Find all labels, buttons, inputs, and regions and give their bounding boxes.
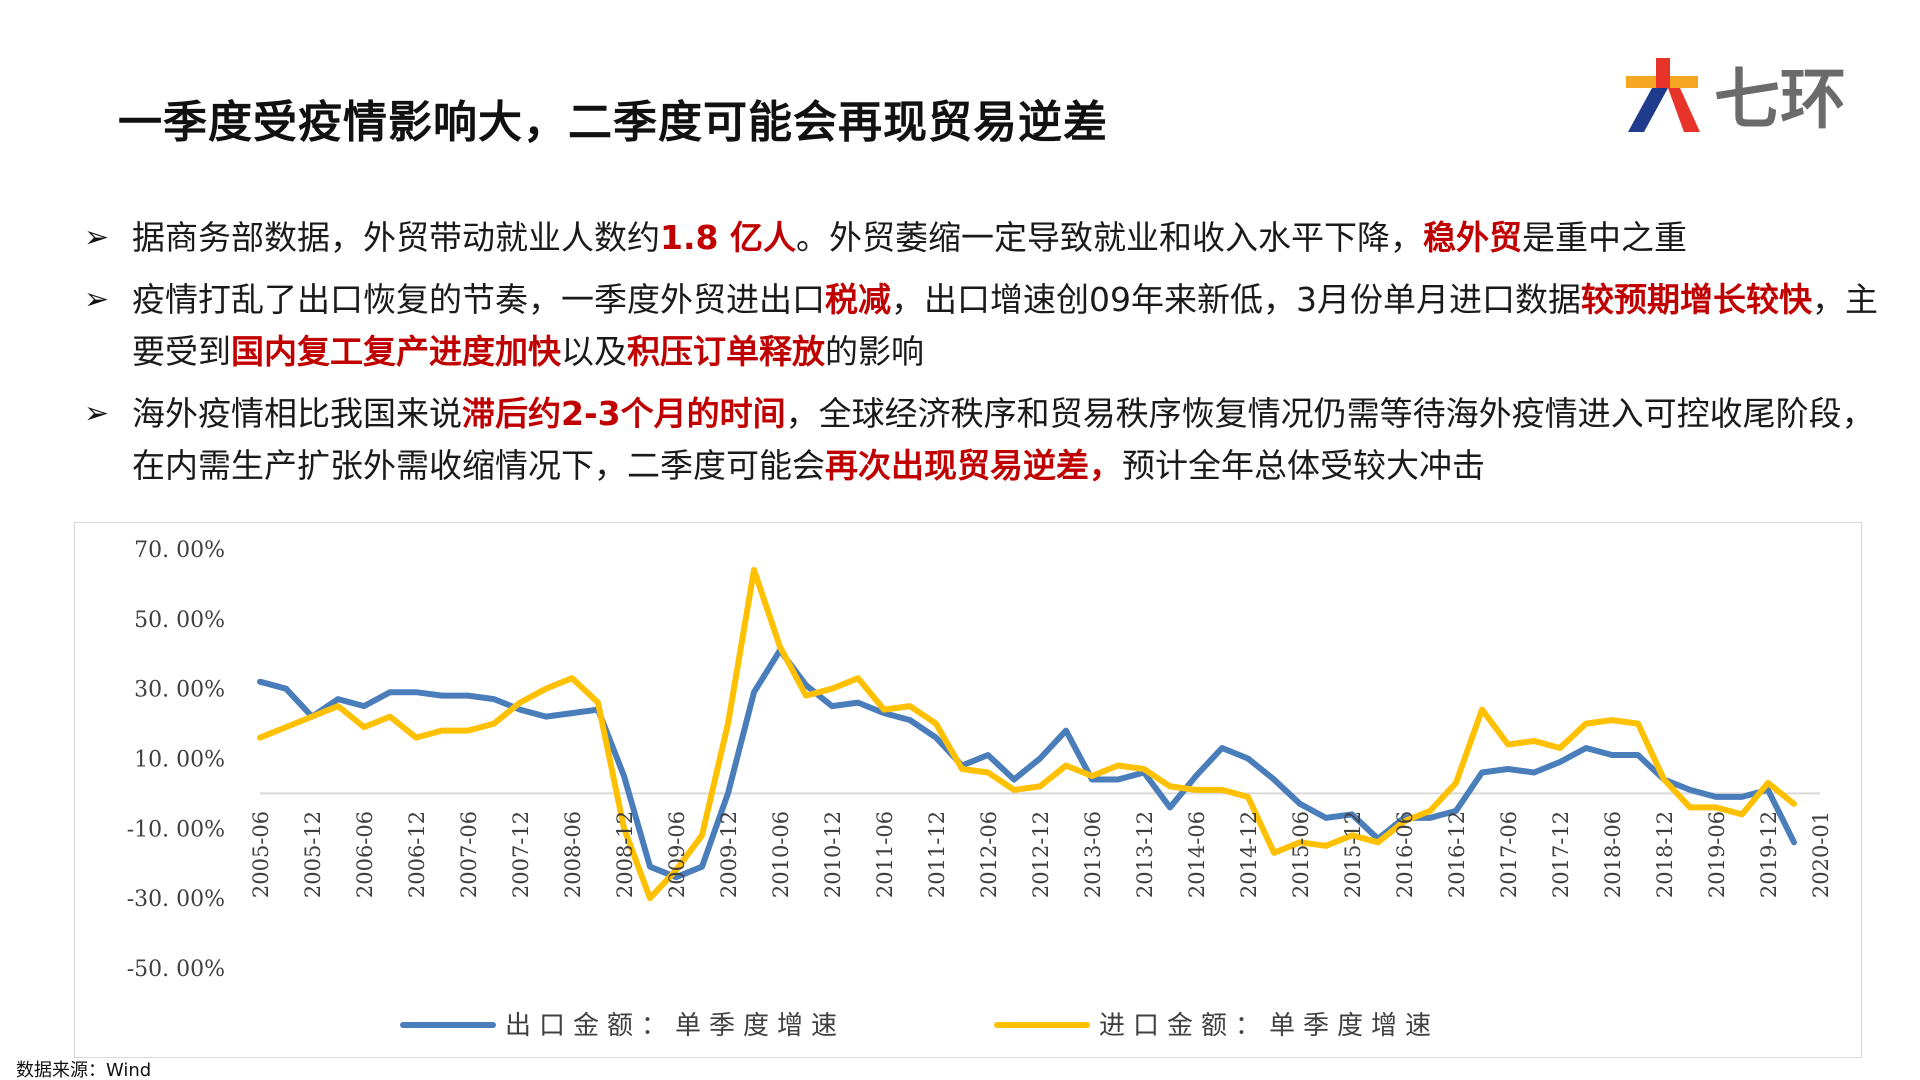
x-tick-label: 2006-06	[353, 811, 377, 898]
x-tick-label: 2007-12	[509, 811, 533, 898]
bullet-text: 。外贸萎缩一定导致就业和收入水平下降，	[795, 218, 1423, 257]
bullet-text: ，全球经济秩序和贸易秩序恢复情况仍需等待海外疫情进入可控收尾阶段，在内需生产扩张…	[132, 394, 1875, 485]
x-tick-label: 2010-06	[769, 811, 793, 898]
y-tick-label: 50. 00%	[134, 608, 225, 633]
bullet-arrow-icon: ➢	[84, 396, 110, 431]
logo-mark-icon	[1626, 58, 1700, 132]
x-tick-label: 2018-12	[1653, 811, 1677, 898]
bullet-text: 据商务部数据，外贸带动就业人数约	[132, 218, 660, 257]
x-tick-label: 2011-06	[873, 811, 897, 898]
bullet-item: ➢ 疫情打乱了出口恢复的节奏，一季度外贸进出口税减，出口增速创09年来新低，3月份…	[84, 274, 1884, 378]
bullet-text: ，主要受到	[132, 280, 1878, 371]
x-tick-label: 2011-12	[925, 811, 949, 898]
x-tick-label: 2007-06	[457, 811, 481, 898]
x-tick-label: 2006-12	[405, 811, 429, 898]
bullet-text: ，出口增速创09年来新低，3月份单月进口数据	[891, 280, 1581, 319]
highlight-text: 税减	[825, 280, 891, 319]
x-tick-label: 2016-12	[1445, 811, 1469, 898]
highlight-text: 1.8 亿人	[660, 218, 796, 257]
bullet-item: ➢ 据商务部数据，外贸带动就业人数约1.8 亿人。外贸萎缩一定导致就业和收入水平下…	[84, 212, 1884, 264]
logo-text: 七环	[1714, 62, 1846, 134]
x-tick-label: 2013-12	[1133, 811, 1157, 898]
bullet-arrow-icon: ➢	[84, 220, 110, 255]
y-tick-label: 70. 00%	[134, 538, 225, 563]
bullet-text: 的影响	[825, 332, 924, 371]
x-tick-label: 2015-06	[1289, 811, 1313, 898]
x-tick-label: 2014-06	[1185, 811, 1209, 898]
highlight-text: 较预期增长较快	[1581, 280, 1812, 319]
x-tick-label: 2013-06	[1081, 811, 1105, 898]
bullet-arrow-icon: ➢	[84, 282, 110, 317]
highlight-text: 滞后约2-3个月的时间	[462, 394, 786, 433]
x-tick-label: 2009-12	[717, 811, 741, 898]
trade-growth-chart: 70. 00% 50. 00% 30. 00% 10. 00% -10. 00% -30.…	[74, 522, 1862, 1058]
series-line	[257, 567, 1797, 902]
x-tick-label: 2020-01	[1809, 811, 1833, 898]
x-tick-label: 2018-06	[1601, 811, 1625, 898]
highlight-text: 国内复工复产进度加快	[231, 332, 561, 371]
bullet-text: 以及	[561, 332, 627, 371]
x-tick-label: 2005-12	[301, 811, 325, 898]
company-logo: 七环	[1626, 58, 1846, 134]
bullet-text: 预计全年总体受较大冲击	[1122, 446, 1485, 485]
data-source-note: 数据来源：Wind	[16, 1060, 152, 1080]
x-tick-label: 2012-06	[977, 811, 1001, 898]
x-tick-label: 2019-12	[1757, 811, 1781, 898]
x-tick-label: 2012-12	[1029, 811, 1053, 898]
x-tick-label: 2016-06	[1393, 811, 1417, 898]
x-tick-label: 2017-06	[1497, 811, 1521, 898]
x-tick-label: 2008-12	[613, 811, 637, 898]
y-tick-label: 10. 00%	[134, 748, 225, 773]
x-tick-label: 2015-12	[1341, 811, 1365, 898]
x-tick-label: 2014-12	[1237, 811, 1261, 898]
bullet-item: ➢ 海外疫情相比我国来说滞后约2-3个月的时间，全球经济秩序和贸易秩序恢复情况仍需…	[84, 388, 1884, 492]
x-tick-label: 2019-06	[1705, 811, 1729, 898]
highlight-text: 稳外贸	[1422, 218, 1522, 257]
bullet-text: 海外疫情相比我国来说	[132, 394, 462, 433]
chart-svg: 70. 00% 50. 00% 30. 00% 10. 00% -10. 00% -30.…	[127, 538, 1833, 1041]
x-tick-label: 2009-06	[665, 811, 689, 898]
y-tick-label: -10. 00%	[127, 817, 225, 842]
x-tick-label: 2005-06	[249, 811, 273, 898]
x-tick-label: 2008-06	[561, 811, 585, 898]
page-title: 一季度受疫情影响大，二季度可能会再现贸易逆差	[118, 97, 1108, 148]
bullet-list: ➢ 据商务部数据，外贸带动就业人数约1.8 亿人。外贸萎缩一定导致就业和收入水平下…	[84, 212, 1884, 502]
y-tick-label: 30. 00%	[134, 678, 225, 703]
highlight-text: 积压订单释放	[627, 332, 825, 371]
x-tick-label: 2017-12	[1549, 811, 1573, 898]
highlight-text: 再次出现贸易逆差，	[825, 446, 1122, 485]
legend-label-import: 进口金额：单季度增速	[1099, 1011, 1439, 1041]
y-tick-label: -30. 00%	[127, 887, 225, 912]
bullet-text: 疫情打乱了出口恢复的节奏，一季度外贸进出口	[132, 280, 825, 319]
x-tick-label: 2010-12	[821, 811, 845, 898]
bullet-text: 是重中之重	[1521, 218, 1687, 257]
legend-label-export: 出口金额：单季度增速	[505, 1011, 845, 1041]
y-tick-label: -50. 00%	[127, 957, 225, 982]
